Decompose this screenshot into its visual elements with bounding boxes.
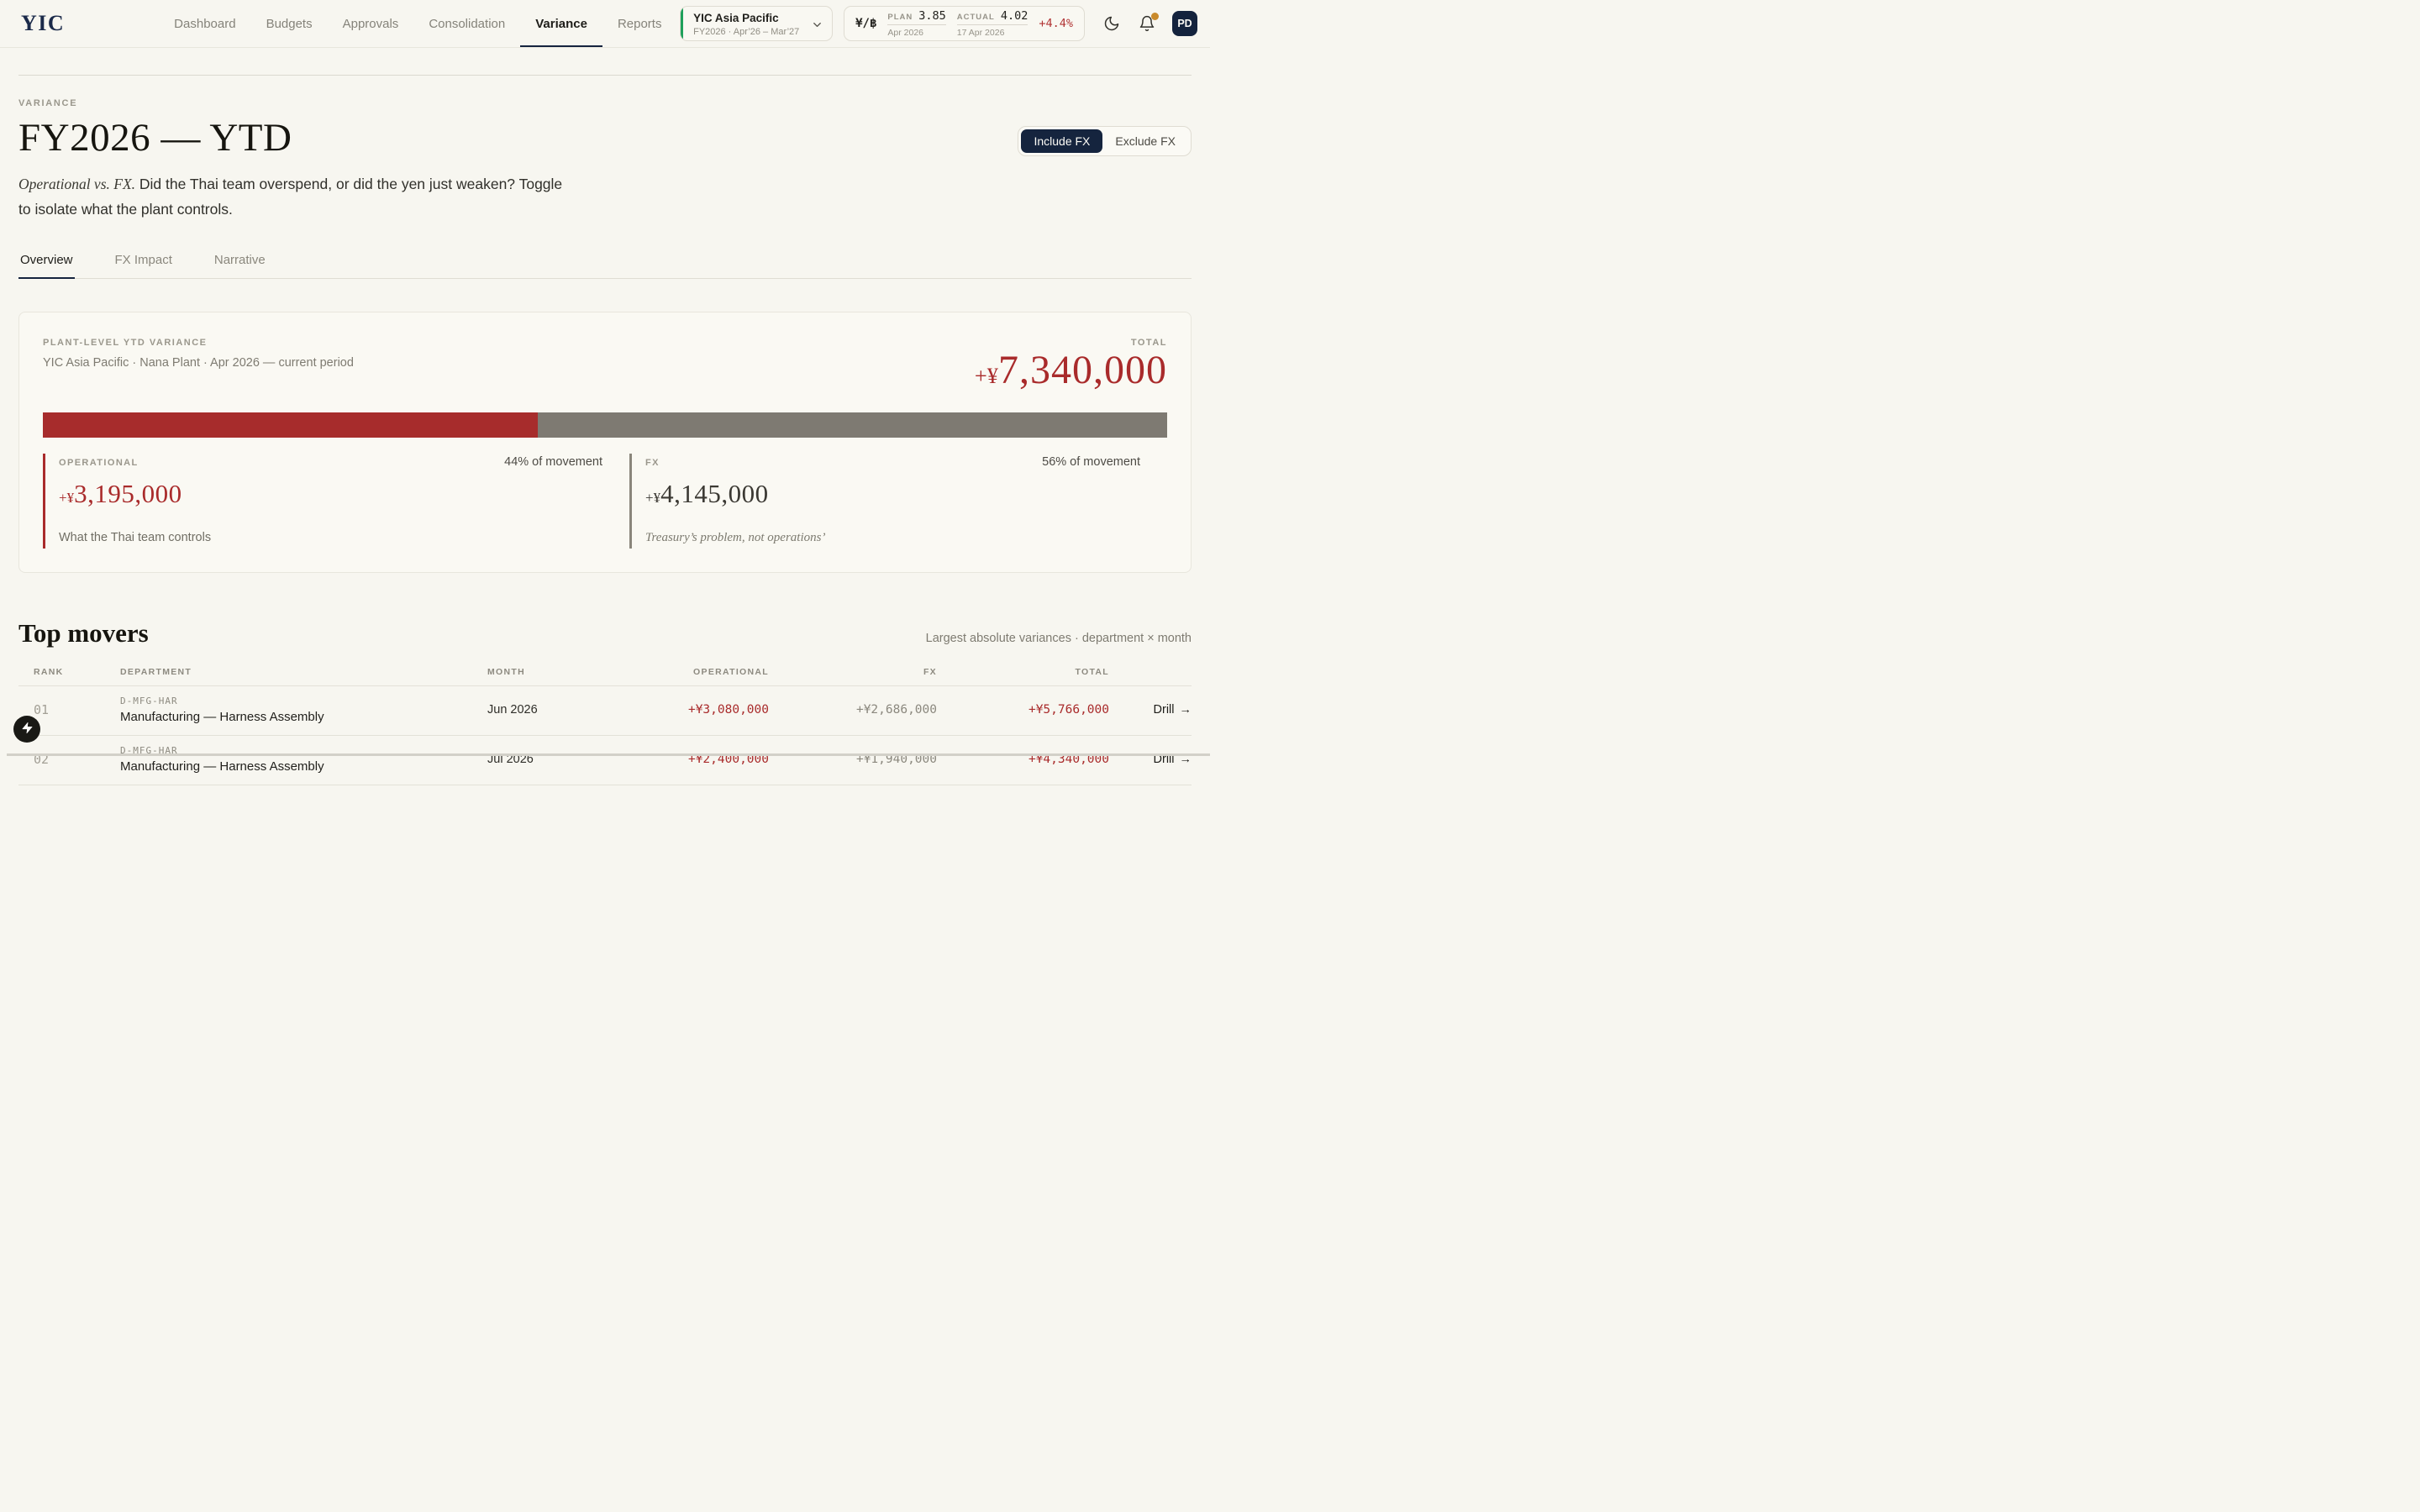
department-code: D-MFG-HAR xyxy=(120,744,178,756)
nav-item-approvals[interactable]: Approvals xyxy=(342,16,399,31)
row-rank: 01 xyxy=(34,701,50,717)
total-prefix: +¥ xyxy=(974,362,998,388)
drill-label: Drill xyxy=(1153,702,1175,717)
entity-accent-bar xyxy=(681,7,684,40)
actual-rate-block: ACTUAL 4.02 17 Apr 2026 xyxy=(956,9,1028,38)
fx-bar-segment xyxy=(537,412,1167,438)
notification-badge xyxy=(1151,13,1159,20)
department-name: Manufacturing — Harness Assembly xyxy=(120,709,324,724)
main-content: VARIANCE FY2026 — YTD Operational vs. FX… xyxy=(0,75,1210,785)
nav-item-reports[interactable]: Reports xyxy=(617,16,662,31)
operational-caption: What the Thai team controls xyxy=(59,530,212,544)
top-navigation-bar: YIC Dashboard Budgets Approvals Consolid… xyxy=(0,0,1210,48)
top-movers-title: Top movers xyxy=(18,617,149,648)
notifications-button[interactable] xyxy=(1139,13,1159,34)
content-divider xyxy=(18,75,1192,76)
card-label: PLANT-LEVEL YTD VARIANCE xyxy=(43,337,208,348)
plant-variance-card: PLANT-LEVEL YTD VARIANCE YIC Asia Pacifi… xyxy=(18,311,1192,573)
fx-prefix: +¥ xyxy=(645,489,661,506)
operational-share: 44% of movement xyxy=(504,454,602,469)
user-avatar[interactable]: PD xyxy=(1172,11,1197,36)
actual-value: 4.02 xyxy=(1000,9,1028,23)
entity-period: FY2026 · Apr’26 – Mar’27 xyxy=(693,27,800,38)
plan-value: 3.85 xyxy=(918,9,946,23)
fx-value: +¥4,145,000 xyxy=(645,479,1167,509)
plan-rate-block: PLAN 3.85 Apr 2026 xyxy=(887,9,946,38)
col-header-month: MONTH xyxy=(487,666,525,677)
nav-item-variance[interactable]: Variance xyxy=(520,0,602,47)
main-nav: Dashboard Budgets Approvals Consolidatio… xyxy=(159,0,676,47)
row-department: D-MFG-HAR Manufacturing — Harness Assemb… xyxy=(120,745,487,774)
tab-overview[interactable]: Overview xyxy=(18,244,75,279)
operational-prefix: +¥ xyxy=(59,489,75,506)
col-header-fx: FX xyxy=(923,666,937,677)
fx-share: 56% of movement xyxy=(1042,454,1140,469)
fx-panel: FX 56% of movement +¥4,145,000 Treasury’… xyxy=(629,453,1167,549)
bottom-divider xyxy=(7,753,1210,756)
fx-rate-panel: ¥/฿ PLAN 3.85 Apr 2026 ACTUAL 4.02 17 Ap… xyxy=(844,6,1085,41)
card-context: YIC Asia Pacific · Nana Plant · Apr 2026… xyxy=(43,355,354,370)
nav-item-consolidation[interactable]: Consolidation xyxy=(429,16,506,31)
row-month: Jun 2026 xyxy=(487,702,538,717)
nav-item-budgets[interactable]: Budgets xyxy=(266,16,313,31)
subtitle-line1: Did the Thai team overspend, or did the … xyxy=(135,176,563,192)
quick-actions-button[interactable] xyxy=(13,716,40,743)
actual-label: ACTUAL xyxy=(956,13,995,22)
currency-pair: ¥/฿ xyxy=(855,17,877,30)
actual-date: 17 Apr 2026 xyxy=(956,28,1005,38)
app-logo: YIC xyxy=(21,11,66,35)
chevron-down-icon xyxy=(811,18,823,35)
nav-item-dashboard[interactable]: Dashboard xyxy=(174,16,236,31)
page-subtitle: Operational vs. FX. Did the Thai team ov… xyxy=(18,172,1192,223)
operational-value: +¥3,195,000 xyxy=(59,479,629,509)
rate-delta: +4.4% xyxy=(1039,17,1073,30)
entity-selector-dropdown[interactable]: YIC Asia Pacific FY2026 · Apr’26 – Mar’2… xyxy=(680,6,834,41)
arrow-right-icon: → xyxy=(1179,702,1192,717)
plan-label: PLAN xyxy=(887,13,913,22)
row-fx: +¥2,686,000 xyxy=(855,702,937,717)
variance-split-bar xyxy=(43,412,1167,438)
view-tabs: Overview FX Impact Narrative xyxy=(18,244,1192,279)
moon-icon xyxy=(1103,16,1120,34)
tab-fx-impact[interactable]: FX Impact xyxy=(114,252,172,267)
entity-name: YIC Asia Pacific xyxy=(693,12,779,24)
row-operational: +¥3,080,000 xyxy=(687,702,769,717)
department-name: Manufacturing — Harness Assembly xyxy=(120,759,324,774)
col-header-department: DEPARTMENT xyxy=(120,666,192,677)
col-header-operational: OPERATIONAL xyxy=(693,666,769,677)
lightning-icon xyxy=(21,722,34,737)
table-row[interactable]: 02 D-MFG-HAR Manufacturing — Harness Ass… xyxy=(18,736,1192,785)
fx-toggle-group: Include FX Exclude FX xyxy=(1018,126,1192,156)
operational-amount: 3,195,000 xyxy=(74,478,182,508)
exclude-fx-button[interactable]: Exclude FX xyxy=(1102,129,1188,153)
subtitle-lead: Operational vs. FX. xyxy=(18,176,136,192)
operational-bar-segment xyxy=(43,412,538,438)
include-fx-button[interactable]: Include FX xyxy=(1021,129,1103,153)
total-amount: 7,340,000 xyxy=(998,347,1167,392)
subtitle-line2: to isolate what the plant controls. xyxy=(18,200,233,218)
dark-mode-toggle[interactable] xyxy=(1103,15,1120,32)
fx-caption: Treasury’s problem, not operations’ xyxy=(645,530,826,544)
page-eyebrow: VARIANCE xyxy=(18,98,78,108)
operational-label: OPERATIONAL xyxy=(59,457,139,468)
movers-table-header: RANK DEPARTMENT MONTH OPERATIONAL FX TOT… xyxy=(18,667,1192,686)
col-header-rank: RANK xyxy=(34,666,64,677)
plan-date: Apr 2026 xyxy=(887,28,924,38)
tab-narrative[interactable]: Narrative xyxy=(213,252,266,267)
total-variance-value: +¥7,340,000 xyxy=(975,349,1167,391)
bell-icon xyxy=(1139,15,1155,34)
row-total: +¥5,766,000 xyxy=(1028,702,1109,717)
row-department: D-MFG-HAR Manufacturing — Harness Assemb… xyxy=(120,696,487,724)
fx-label: FX xyxy=(645,457,660,468)
fx-amount: 4,145,000 xyxy=(660,478,769,508)
total-label: TOTAL xyxy=(1130,337,1167,348)
table-row[interactable]: 01 D-MFG-HAR Manufacturing — Harness Ass… xyxy=(18,686,1192,736)
col-header-total: TOTAL xyxy=(1075,666,1109,677)
page-title: FY2026 — YTD xyxy=(18,116,292,160)
department-code: D-MFG-HAR xyxy=(120,695,178,706)
top-movers-caption: Largest absolute variances · department … xyxy=(925,631,1192,645)
operational-panel: OPERATIONAL 44% of movement +¥3,195,000 … xyxy=(43,453,629,549)
drill-link[interactable]: Drill → xyxy=(1109,703,1192,717)
